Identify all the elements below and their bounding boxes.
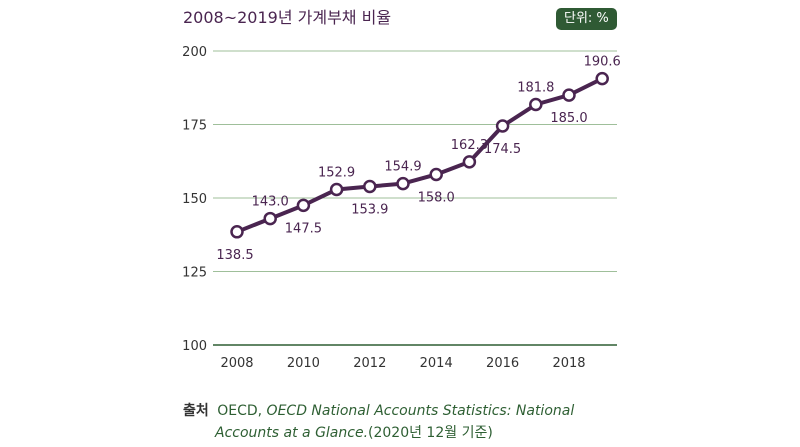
data-label: 154.9 bbox=[384, 160, 421, 175]
data-point bbox=[396, 176, 410, 191]
data-point bbox=[363, 179, 377, 194]
x-tick-label: 2014 bbox=[420, 356, 453, 371]
data-label: 143.0 bbox=[252, 195, 289, 210]
x-tick-label: 2016 bbox=[486, 356, 519, 371]
x-tick-label: 2008 bbox=[220, 356, 253, 371]
source-org: OECD, bbox=[217, 403, 263, 419]
data-point bbox=[263, 211, 277, 226]
series-line-layer bbox=[235, 76, 605, 234]
x-tick-label: 2010 bbox=[287, 356, 320, 371]
source-note: 출처 OECD, OECD National Accounts Statisti… bbox=[183, 400, 574, 444]
y-axis-ticks: 100 125 150 175 200 bbox=[182, 45, 207, 354]
data-point bbox=[529, 97, 543, 112]
data-point bbox=[296, 198, 311, 213]
x-axis-ticks: 2008 2010 2012 2014 2016 2018 bbox=[220, 356, 585, 371]
data-point bbox=[230, 225, 244, 239]
source-title-part1: OECD National Accounts Statistics: Natio… bbox=[266, 403, 575, 419]
data-point bbox=[429, 167, 443, 182]
data-label: 152.9 bbox=[318, 165, 355, 180]
y-tick-label: 150 bbox=[182, 192, 207, 207]
source-line-2: Accounts at a Glance.(2020년 12월 기준) bbox=[183, 422, 574, 444]
y-tick-label: 200 bbox=[182, 45, 207, 60]
x-tick-label: 2012 bbox=[353, 356, 386, 371]
y-tick-label: 100 bbox=[182, 339, 207, 354]
source-date-note: (2020년 12월 기준) bbox=[368, 425, 493, 441]
data-label: 138.5 bbox=[216, 248, 253, 263]
data-points bbox=[230, 71, 609, 239]
source-label: 출처 bbox=[183, 403, 209, 419]
series-line bbox=[235, 76, 605, 234]
data-point bbox=[462, 155, 477, 169]
data-point bbox=[595, 71, 609, 86]
data-label: 181.8 bbox=[517, 81, 554, 96]
data-point bbox=[495, 119, 510, 133]
unit-badge: 단위: % bbox=[556, 8, 617, 30]
data-point bbox=[562, 88, 576, 102]
data-label: 162.3 bbox=[451, 138, 488, 153]
grid-lines bbox=[213, 50, 617, 346]
data-label: 147.5 bbox=[285, 221, 322, 236]
y-tick-label: 175 bbox=[182, 119, 207, 134]
data-labels: 138.5 143.0 147.5 152.9 153.9 154.9 158.0 162.3… bbox=[216, 55, 620, 263]
data-label: 153.9 bbox=[351, 203, 388, 218]
data-label: 174.5 bbox=[484, 142, 521, 157]
data-point bbox=[329, 182, 344, 197]
data-label: 158.0 bbox=[418, 190, 455, 205]
chart-title: 2008~2019년 가계부채 비율 bbox=[183, 8, 392, 27]
line-chart: 100 125 150 175 200 2008 2010 2012 2014 2016 2018… bbox=[182, 45, 621, 371]
y-tick-label: 125 bbox=[182, 266, 207, 281]
source-title-part2: Accounts at a Glance. bbox=[215, 425, 369, 441]
data-label: 185.0 bbox=[550, 111, 587, 126]
data-label: 190.6 bbox=[584, 55, 621, 70]
x-tick-label: 2018 bbox=[552, 356, 585, 371]
